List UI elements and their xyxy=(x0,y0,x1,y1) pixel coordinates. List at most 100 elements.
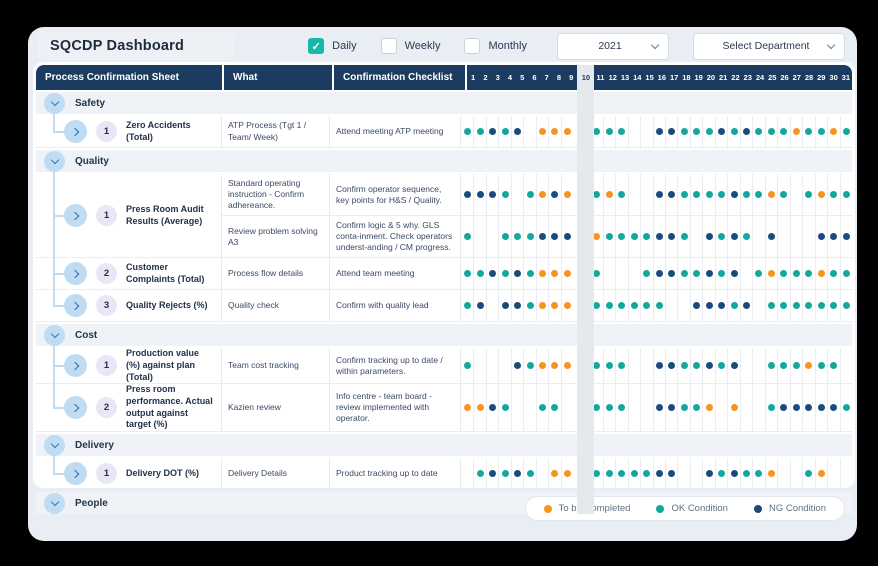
day-header-30: 30 xyxy=(827,65,840,90)
day-cell-2 xyxy=(473,258,485,290)
day-cell-25 xyxy=(764,174,777,216)
ok-status-dot xyxy=(743,233,751,241)
what-cell: Quality check xyxy=(222,290,330,322)
expand-row-button[interactable] xyxy=(64,204,87,228)
day-cell-31 xyxy=(839,348,852,384)
day-cell-17 xyxy=(664,384,677,432)
day-cell-28 xyxy=(802,174,814,216)
ok-status-dot xyxy=(476,470,484,478)
sub-row: Standard operating instruction - Confirm… xyxy=(222,174,852,216)
day-cell-22 xyxy=(727,174,739,216)
day-cell-26 xyxy=(777,116,789,147)
day-cell-13 xyxy=(615,258,627,290)
todo-status-dot xyxy=(551,270,559,278)
day-cells xyxy=(461,384,852,432)
day-header-21: 21 xyxy=(717,65,730,90)
day-cell-5 xyxy=(510,458,523,490)
ok-status-dot xyxy=(618,233,626,241)
day-cell-29 xyxy=(814,290,827,322)
department-select[interactable]: Select Department xyxy=(693,32,845,60)
day-header-12: 12 xyxy=(606,65,619,90)
todo-status-dot xyxy=(551,302,559,310)
row-label: Zero Accidents (Total) xyxy=(126,119,191,142)
ok-status-dot xyxy=(792,362,800,370)
day-cell-9 xyxy=(560,458,573,490)
day-cell-8 xyxy=(548,290,560,322)
sub-rows: Process flow details Attend team meeting xyxy=(222,258,852,290)
day-cell-16 xyxy=(652,174,665,216)
day-cell-7 xyxy=(535,348,548,384)
day-cell-5 xyxy=(510,384,523,432)
day-header-28: 28 xyxy=(802,65,816,90)
ok-status-dot xyxy=(514,233,522,241)
collapse-safety-button[interactable] xyxy=(44,92,65,114)
ng-status-dot xyxy=(830,404,838,412)
expand-row-button[interactable] xyxy=(64,262,87,286)
sub-rows: Delivery Details Product tracking up to d… xyxy=(222,458,852,490)
legend-label: NG Condition xyxy=(768,503,826,514)
day-cell-14 xyxy=(627,458,640,490)
day-cell-12 xyxy=(602,216,615,258)
day-cell-13 xyxy=(615,174,627,216)
ng-status-dot xyxy=(501,302,509,310)
current-day-band xyxy=(577,65,595,515)
expand-row-button[interactable] xyxy=(64,462,87,486)
expand-row-button[interactable] xyxy=(64,354,87,378)
day-header-5: 5 xyxy=(516,65,529,90)
expand-row-button[interactable] xyxy=(64,120,87,143)
ng-status-dot xyxy=(514,470,522,478)
day-cell-3 xyxy=(485,384,498,432)
day-cell-26 xyxy=(777,348,789,384)
todo-status-dot xyxy=(592,233,600,241)
ok-status-dot xyxy=(767,362,775,370)
sub-rows: Quality check Confirm with quality lead xyxy=(222,290,852,322)
ok-status-dot xyxy=(526,270,534,278)
ok-status-dot xyxy=(605,302,613,310)
weekly-checkbox[interactable] xyxy=(380,38,397,54)
expand-row-button[interactable] xyxy=(64,396,87,420)
day-cell-3 xyxy=(485,174,498,216)
day-cell-30 xyxy=(827,116,839,147)
sub-row: Delivery Details Product tracking up to d… xyxy=(222,458,852,490)
row-label: Customer Complaints (Total) xyxy=(126,262,205,284)
ok-status-dot xyxy=(643,302,651,310)
daily-checkbox[interactable] xyxy=(308,38,325,54)
ng-status-dot xyxy=(514,302,522,310)
expand-row-button[interactable] xyxy=(64,294,87,318)
ok-status-dot xyxy=(680,128,688,135)
day-cell-12 xyxy=(602,458,615,490)
ok-status-dot xyxy=(630,233,638,241)
ng-status-dot xyxy=(705,233,713,241)
day-cell-31 xyxy=(839,174,852,216)
day-cell-18 xyxy=(677,348,689,384)
collapse-cost-button[interactable] xyxy=(44,324,65,346)
collapse-people-button[interactable] xyxy=(44,492,65,514)
ng-status-dot xyxy=(668,233,676,241)
collapse-quality-button[interactable] xyxy=(44,150,65,172)
ng-status-dot xyxy=(476,191,484,199)
day-cell-14 xyxy=(627,258,640,290)
day-cell-1 xyxy=(461,290,473,321)
day-cell-12 xyxy=(602,174,615,216)
todo-status-dot xyxy=(539,270,547,278)
day-cell-25 xyxy=(764,216,777,258)
ng-status-dot xyxy=(476,302,484,310)
day-cells xyxy=(461,348,852,384)
ok-status-dot xyxy=(680,362,688,370)
todo-status-dot xyxy=(817,470,825,478)
day-cell-28 xyxy=(802,258,814,290)
ok-status-dot xyxy=(830,270,838,278)
what-cell: Process flow details xyxy=(222,258,330,290)
day-cell-28 xyxy=(802,384,814,432)
sheet-cell: 1 Production value (%) against plan (Tota… xyxy=(36,348,222,384)
year-select[interactable]: 2021 xyxy=(557,32,669,60)
ng-status-dot xyxy=(718,302,726,310)
row-label: Quality Rejects (%) xyxy=(126,299,208,310)
day-cell-24 xyxy=(752,348,764,384)
ok-status-dot xyxy=(780,362,788,370)
collapse-delivery-button[interactable] xyxy=(44,434,65,456)
day-cell-22 xyxy=(727,116,739,147)
todo-status-dot xyxy=(767,191,775,199)
ok-status-dot xyxy=(630,302,638,310)
monthly-checkbox[interactable] xyxy=(464,38,481,54)
